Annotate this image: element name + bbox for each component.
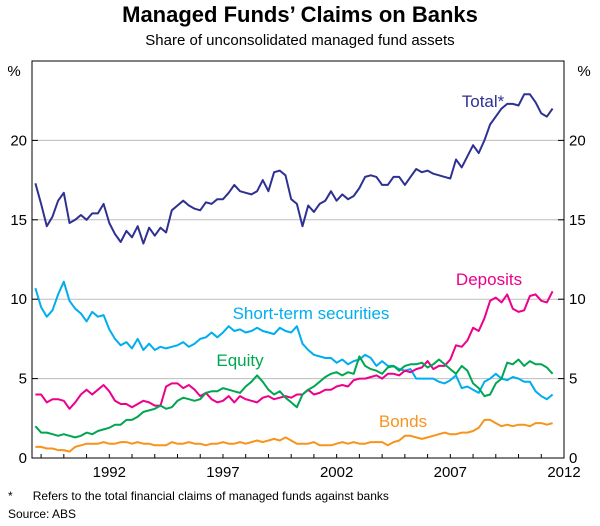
source-note: Source: ABS: [8, 507, 77, 521]
y-unit-right: %: [577, 63, 590, 80]
footnote-marker: *: [8, 489, 13, 503]
series-label-equity: Equity: [216, 351, 264, 370]
footnote: * Refers to the total financial claims o…: [8, 489, 389, 503]
series-line-total: [34, 93, 554, 245]
y-tick-label-right: 5: [569, 371, 577, 388]
series-line-equity: [34, 355, 554, 439]
series-label-bonds: Bonds: [379, 412, 427, 431]
y-tick-label-right: 0: [569, 450, 577, 467]
y-tick-label-right: 20: [569, 132, 586, 149]
y-tick-label-left: 20: [10, 132, 27, 149]
series-line-deposits: [35, 290, 554, 410]
x-tick-label: 2007: [434, 464, 467, 481]
x-tick-label: 2002: [320, 464, 353, 481]
series-label-total: Total*: [462, 92, 505, 111]
series-label-deposits: Deposits: [456, 270, 522, 289]
x-tick-label: 1992: [93, 464, 126, 481]
y-tick-label-left: 15: [10, 212, 27, 229]
y-tick-label-right: 15: [569, 212, 586, 229]
x-tick-label: 2012: [547, 464, 580, 481]
series-labels: Total* Short-term securities Deposits Equit…: [216, 92, 522, 431]
y-tick-label-left: 0: [19, 450, 27, 467]
series-lines: [34, 93, 554, 453]
footnote-text: Refers to the total financial claims of …: [32, 489, 389, 503]
series-line-bonds: [35, 418, 553, 453]
y-tick-label-left: 10: [10, 291, 27, 308]
y-unit-left: %: [7, 63, 20, 80]
ticks: 0 0 5 5 10 10 15 15 20 20 1992 1997 2002 2007 2012: [10, 132, 585, 481]
x-tick-label: 1997: [206, 464, 239, 481]
series-label-short-term-securities: Short-term securities: [233, 304, 390, 323]
y-tick-label-right: 10: [569, 291, 586, 308]
series-line-short-term-securities: [34, 280, 554, 401]
y-tick-label-left: 5: [19, 371, 27, 388]
gridlines: [32, 139, 564, 380]
chart-title: Managed Funds’ Claims on Banks: [122, 2, 478, 27]
chart-subtitle: Share of unconsolidated managed fund ass…: [145, 32, 455, 49]
plot-frame: [31, 60, 565, 459]
